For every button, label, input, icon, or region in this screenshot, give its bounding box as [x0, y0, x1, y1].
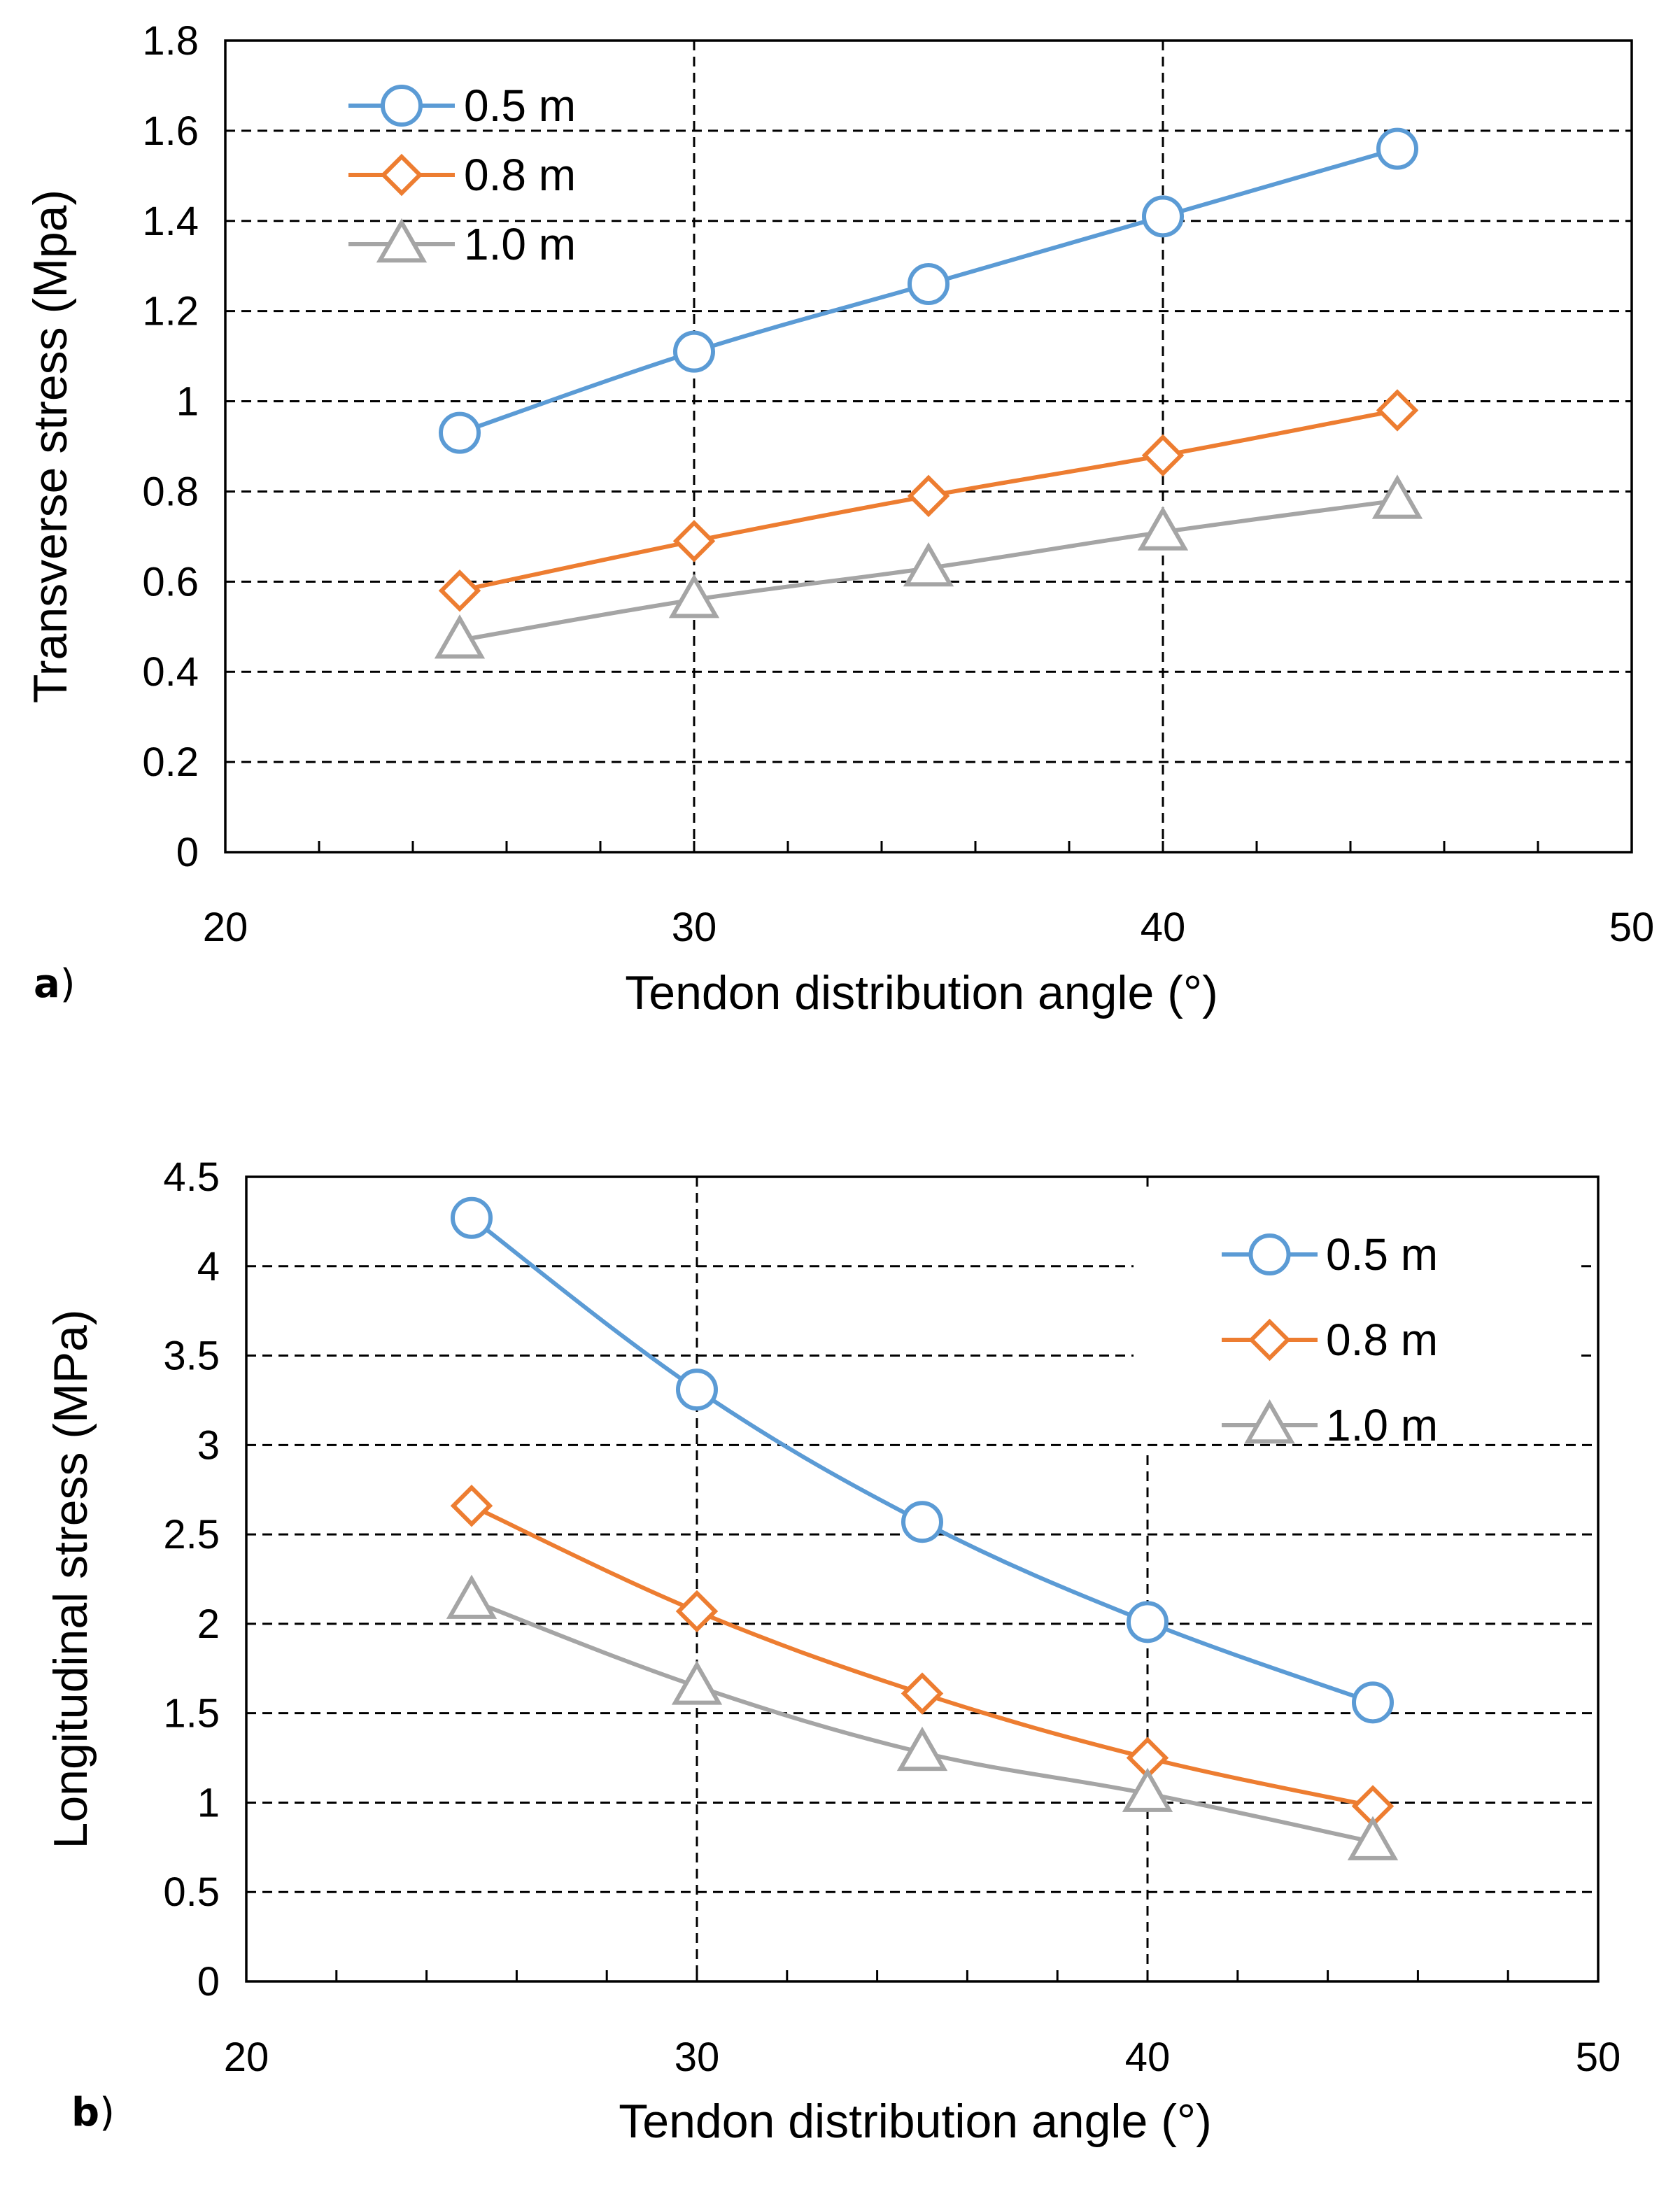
y-tick-label: 3	[197, 1422, 220, 1468]
y-tick-label: 1.8	[142, 18, 199, 64]
data-point	[903, 542, 954, 587]
y-tick-label: 4	[197, 1244, 220, 1289]
x-tick-label: 30	[675, 2035, 720, 2080]
data-point	[1376, 127, 1418, 170]
data-point	[439, 411, 481, 454]
legend-label: 0.5 m	[464, 80, 576, 131]
legend-label: 0.8 m	[464, 150, 576, 200]
legend: 0.5 m 0.8 m 1.0 m	[1222, 1229, 1438, 1450]
y-tick-label: 0	[197, 1959, 220, 2004]
data-point	[446, 1574, 497, 1619]
legend-marker	[1248, 1233, 1291, 1275]
panel-label-paren: )	[60, 961, 76, 1007]
y-tick-label: 0.8	[142, 469, 199, 514]
data-point	[1347, 1816, 1399, 1860]
plot-area-frame	[224, 39, 1633, 854]
legend-label: 0.8 m	[1326, 1315, 1438, 1365]
legend-marker	[381, 85, 423, 127]
legend-label: 0.5 m	[1326, 1229, 1438, 1280]
data-point	[671, 1660, 723, 1705]
data-point	[1141, 434, 1185, 477]
legend-label: 1.0 m	[464, 219, 576, 269]
data-point	[1142, 195, 1184, 238]
x-tick-label: 50	[1576, 2035, 1621, 2080]
x-tick-label: 20	[203, 905, 248, 950]
x-tick-label: 40	[1125, 2035, 1171, 2080]
legend-marker	[1248, 1318, 1291, 1362]
data-point	[1371, 474, 1423, 519]
x-axis-title: Tendon distribution angle (°)	[625, 966, 1217, 1019]
data-point	[673, 330, 715, 373]
x-tick-label: 20	[224, 2035, 269, 2080]
chart-longitudinal-stress: 0 0.5 1 1.5 2 2.5 3 3.5 4 4.5 20 30 40 50 Tendon distr…	[44, 1154, 1621, 2148]
data-point	[438, 569, 481, 612]
data-point	[901, 1501, 943, 1543]
data-point	[908, 263, 950, 305]
chart-transverse-stress: 0 0.2 0.4 0.6 0.8 1 1.2 1.4 1.6 1.8 20 30 40 50 Tendon…	[24, 18, 1654, 1019]
data-point	[451, 1196, 493, 1239]
x-tick-label: 40	[1141, 905, 1186, 950]
data-point	[896, 1726, 948, 1772]
y-tick-label: 4.5	[163, 1154, 220, 1200]
data-point	[676, 1369, 718, 1411]
y-tick-label: 1.5	[163, 1691, 220, 1737]
plot-area-frame	[245, 1175, 1600, 1983]
data-point	[434, 614, 486, 659]
y-tick-label: 1.6	[142, 108, 199, 154]
y-tick-label: 1.2	[142, 289, 199, 334]
x-tick-label: 30	[672, 905, 717, 950]
y-tick-label: 0.5	[163, 1869, 220, 1915]
series-line	[470, 1215, 1375, 1705]
y-tick-label: 0.6	[142, 559, 199, 604]
legend: 0.5 m 0.8 m 1.0 m	[348, 80, 576, 269]
data-point	[672, 520, 716, 563]
data-point	[675, 1590, 719, 1633]
y-tick-label: 1.4	[142, 199, 199, 244]
y-tick-label: 2	[197, 1601, 220, 1647]
y-axis-title: Transverse stress (Mpa)	[24, 190, 77, 703]
data-point	[1376, 389, 1419, 432]
panel-label: a)	[34, 961, 76, 1007]
y-tick-label: 3.5	[163, 1334, 220, 1379]
data-point	[450, 1484, 493, 1527]
legend-label: 1.0 m	[1326, 1400, 1438, 1450]
data-point	[1137, 506, 1189, 551]
x-tick-label: 50	[1609, 905, 1655, 950]
y-tick-label: 0.2	[142, 740, 199, 785]
data-point	[901, 1672, 944, 1715]
y-tick-label: 0.4	[142, 649, 199, 695]
data-point	[1122, 1767, 1173, 1812]
panel-label: b)	[71, 2090, 115, 2135]
y-tick-label: 1	[176, 379, 199, 425]
data-point	[668, 574, 720, 618]
legend-marker	[1244, 1399, 1295, 1444]
series-line	[470, 1598, 1375, 1844]
data-point	[1352, 1681, 1394, 1724]
data-point	[1127, 1601, 1169, 1643]
y-axis-title: Longitudinal stress (MPa)	[44, 1309, 97, 1848]
y-tick-label: 2.5	[163, 1512, 220, 1557]
legend-marker	[376, 218, 428, 263]
legend-marker	[380, 153, 423, 197]
y-tick-label: 1	[197, 1780, 220, 1825]
y-tick-label: 0	[176, 830, 199, 875]
x-axis-title: Tendon distribution angle (°)	[619, 2095, 1211, 2148]
data-point	[907, 474, 950, 518]
panel-label-paren: )	[99, 2090, 115, 2135]
